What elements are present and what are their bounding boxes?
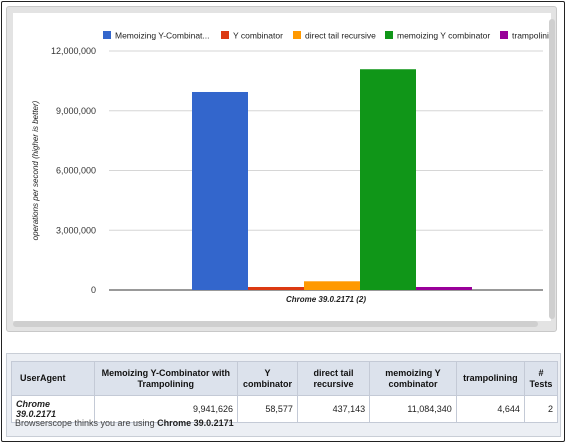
legend-label: Memoizing Y-Combinat... xyxy=(115,31,210,41)
horizontal-scrollbar[interactable] xyxy=(13,321,538,327)
y-tick-label: 0 xyxy=(91,285,96,295)
legend-swatch xyxy=(293,31,301,39)
header-memoizing-y-combinator: memoizing Y combinator xyxy=(369,361,457,396)
header-trampolining: trampolining xyxy=(455,361,525,396)
x-category-label: Chrome 39.0.2171 (2) xyxy=(286,295,366,304)
legend-label: direct tail recursive xyxy=(305,31,376,41)
y-tick-label: 9,000,000 xyxy=(56,106,96,116)
cell-trampolining: 4,644 xyxy=(455,395,525,423)
legend-swatch xyxy=(103,31,111,39)
y-tick-label: 6,000,000 xyxy=(56,166,96,176)
legend-label: Y combinator xyxy=(233,31,283,41)
results-table-panel: UserAgent Memoizing Y-Combinator with Tr… xyxy=(6,353,561,437)
bar-direct-tail-recursive xyxy=(304,281,360,290)
bar-chart: 0 3,000,000 6,000,000 9,000,000 12,000,000 op… xyxy=(31,31,551,305)
legend-label: trampolinin xyxy=(512,31,551,41)
browser-detection-note: Browserscope thinks you are using Chrome… xyxy=(15,418,234,428)
cell-useragent: Chrome 39.0.2171 xyxy=(11,395,95,423)
legend-swatch xyxy=(221,31,229,39)
bar-memoizing-y-combinator-with-trampolining xyxy=(192,91,248,291)
legend-label: memoizing Y combinator xyxy=(397,31,490,41)
cell-memoizing-y-combinator-trampolining: 9,941,626 xyxy=(93,395,239,423)
table-header-row: UserAgent Memoizing Y-Combinator with Tr… xyxy=(11,361,559,396)
header-useragent: UserAgent xyxy=(11,361,95,396)
cell-memoizing-y-combinator: 11,084,340 xyxy=(369,395,457,423)
table-row: Chrome 39.0.2171 9,941,626 58,577 437,14… xyxy=(11,395,559,423)
legend-swatch xyxy=(500,31,508,39)
header-tests: # Tests xyxy=(523,361,559,396)
y-tick-label: 3,000,000 xyxy=(56,225,96,235)
vertical-scrollbar[interactable] xyxy=(549,19,555,319)
y-axis-title: operations per second (higher is better) xyxy=(31,100,40,240)
bar-y-combinator xyxy=(248,287,304,290)
detected-browser: Chrome 39.0.2171 xyxy=(157,418,234,428)
y-tick-label: 12,000,000 xyxy=(51,46,96,56)
bar-memoizing-y-combinator xyxy=(360,69,416,290)
header-direct-tail-recursive: direct tail recursive xyxy=(296,361,371,396)
legend-swatch xyxy=(385,31,393,39)
cell-tests: 2 xyxy=(523,395,559,423)
cell-y-combinator: 58,577 xyxy=(237,395,298,423)
browser-detection-prefix: Browserscope thinks you are using xyxy=(15,418,158,428)
results-table: UserAgent Memoizing Y-Combinator with Tr… xyxy=(11,361,559,423)
cell-direct-tail-recursive: 437,143 xyxy=(296,395,371,423)
bar-trampolining xyxy=(416,287,472,290)
chart-panel: 0 3,000,000 6,000,000 9,000,000 12,000,000 op… xyxy=(6,6,557,332)
header-y-combinator: Y combinator xyxy=(237,361,298,396)
chart-area: 0 3,000,000 6,000,000 9,000,000 12,000,000 op… xyxy=(13,13,551,321)
header-memoizing-y-combinator-trampolining: Memoizing Y-Combinator with Trampolining xyxy=(93,361,239,396)
